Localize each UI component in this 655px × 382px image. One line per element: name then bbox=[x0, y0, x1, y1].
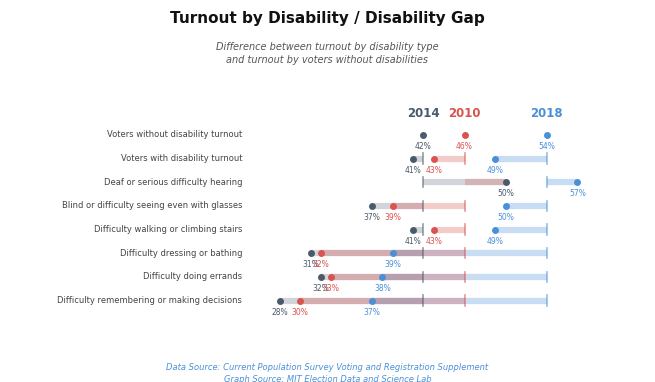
Text: Difference between turnout by disability type
and turnout by voters without disa: Difference between turnout by disability… bbox=[216, 42, 439, 65]
Text: 41%: 41% bbox=[405, 166, 422, 175]
Text: 2014: 2014 bbox=[407, 107, 440, 120]
Text: 54%: 54% bbox=[538, 142, 555, 151]
Text: 39%: 39% bbox=[384, 260, 401, 269]
Text: 43%: 43% bbox=[425, 166, 442, 175]
Text: 32%: 32% bbox=[312, 260, 329, 269]
Text: 31%: 31% bbox=[302, 260, 319, 269]
Text: Voters with disability turnout: Voters with disability turnout bbox=[121, 154, 242, 163]
Text: 49%: 49% bbox=[487, 166, 504, 175]
Text: 42%: 42% bbox=[415, 142, 432, 151]
Text: 39%: 39% bbox=[384, 213, 401, 222]
Text: Deaf or serious difficulty hearing: Deaf or serious difficulty hearing bbox=[104, 178, 242, 187]
Text: Difficulty dressing or bathing: Difficulty dressing or bathing bbox=[120, 249, 242, 258]
Text: 49%: 49% bbox=[487, 237, 504, 246]
Text: Turnout by Disability / Disability Gap: Turnout by Disability / Disability Gap bbox=[170, 11, 485, 26]
Text: 41%: 41% bbox=[405, 237, 422, 246]
Text: 30%: 30% bbox=[291, 308, 309, 317]
Text: Difficulty doing errands: Difficulty doing errands bbox=[143, 272, 242, 282]
Text: Difficulty walking or climbing stairs: Difficulty walking or climbing stairs bbox=[94, 225, 242, 234]
Text: 38%: 38% bbox=[374, 284, 391, 293]
Text: 50%: 50% bbox=[497, 213, 514, 222]
Text: 37%: 37% bbox=[364, 213, 381, 222]
Text: 2018: 2018 bbox=[531, 107, 563, 120]
Text: 32%: 32% bbox=[312, 284, 329, 293]
Text: Data Source: Current Population Survey Voting and Registration Supplement
Graph : Data Source: Current Population Survey V… bbox=[166, 363, 489, 382]
Text: 33%: 33% bbox=[323, 284, 339, 293]
Text: 2010: 2010 bbox=[448, 107, 481, 120]
Text: 28%: 28% bbox=[271, 308, 288, 317]
Text: 50%: 50% bbox=[497, 189, 514, 198]
Text: 57%: 57% bbox=[569, 189, 586, 198]
Text: Voters without disability turnout: Voters without disability turnout bbox=[107, 131, 242, 139]
Text: Difficulty remembering or making decisions: Difficulty remembering or making decisio… bbox=[58, 296, 242, 305]
Text: 46%: 46% bbox=[456, 142, 473, 151]
Text: Blind or difficulty seeing even with glasses: Blind or difficulty seeing even with gla… bbox=[62, 201, 242, 210]
Text: 37%: 37% bbox=[364, 308, 381, 317]
Text: 43%: 43% bbox=[425, 237, 442, 246]
